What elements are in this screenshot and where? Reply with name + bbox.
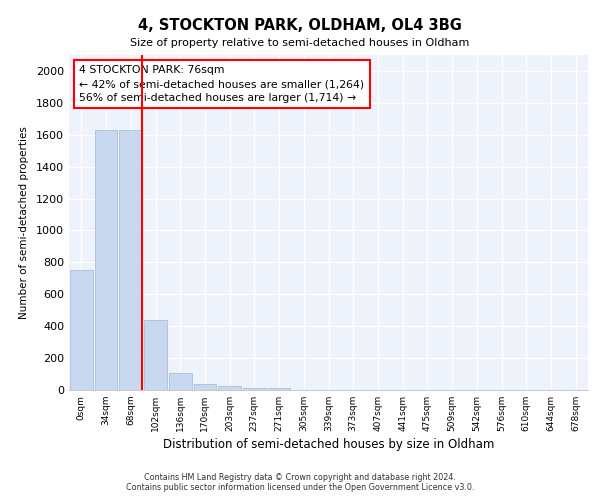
Bar xyxy=(169,373,191,390)
Bar xyxy=(268,388,290,390)
Bar xyxy=(194,384,216,390)
Text: Size of property relative to semi-detached houses in Oldham: Size of property relative to semi-detach… xyxy=(130,38,470,48)
Text: 4, STOCKTON PARK, OLDHAM, OL4 3BG: 4, STOCKTON PARK, OLDHAM, OL4 3BG xyxy=(138,18,462,32)
X-axis label: Distribution of semi-detached houses by size in Oldham: Distribution of semi-detached houses by … xyxy=(163,438,494,451)
Bar xyxy=(70,270,93,390)
Bar xyxy=(119,130,142,390)
Text: 4 STOCKTON PARK: 76sqm
← 42% of semi-detached houses are smaller (1,264)
56% of : 4 STOCKTON PARK: 76sqm ← 42% of semi-det… xyxy=(79,65,365,103)
Bar xyxy=(144,320,167,390)
Y-axis label: Number of semi-detached properties: Number of semi-detached properties xyxy=(19,126,29,319)
Bar xyxy=(218,386,241,390)
Bar xyxy=(243,388,266,390)
Text: Contains HM Land Registry data © Crown copyright and database right 2024.
Contai: Contains HM Land Registry data © Crown c… xyxy=(126,473,474,492)
Bar xyxy=(95,130,118,390)
